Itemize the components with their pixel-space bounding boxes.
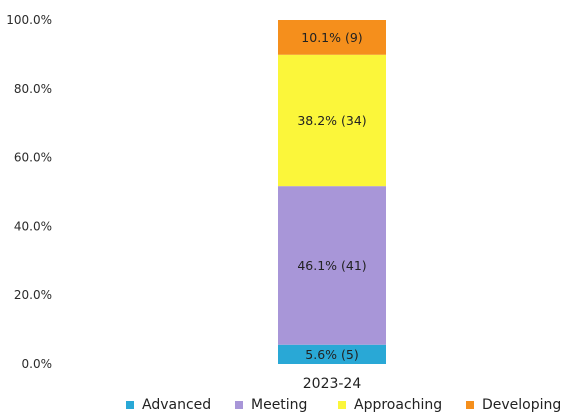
- data-label-approaching: 38.2% (34): [297, 113, 366, 128]
- data-label-meeting: 46.1% (41): [297, 258, 366, 273]
- legend: Advanced Meeting Approaching Developing: [126, 397, 561, 413]
- bar-segment-meeting: [278, 186, 386, 345]
- legend-label-meeting: Meeting: [251, 397, 307, 413]
- legend-swatch-advanced: [126, 401, 134, 409]
- bar-stack: 5.6% (5) 46.1% (41) 38.2% (34) 10.1% (9): [278, 20, 386, 364]
- bar-segment-approaching: [278, 54, 386, 187]
- legend-swatch-developing: [466, 401, 474, 409]
- y-tick-label: 60.0%: [14, 151, 52, 165]
- x-tick-label: 2023-24: [303, 376, 362, 392]
- legend-label-advanced: Advanced: [142, 397, 211, 413]
- legend-label-approaching: Approaching: [354, 397, 442, 413]
- x-axis: 2023-24: [303, 376, 362, 392]
- data-label-advanced: 5.6% (5): [305, 347, 358, 362]
- legend-label-developing: Developing: [482, 397, 561, 413]
- legend-swatch-approaching: [338, 401, 346, 409]
- y-tick-label: 100.0%: [6, 13, 52, 27]
- y-tick-label: 40.0%: [14, 219, 52, 233]
- y-axis: 0.0% 20.0% 40.0% 60.0% 80.0% 100.0%: [6, 13, 52, 371]
- y-tick-label: 80.0%: [14, 82, 52, 96]
- bar-segment-developing: [278, 20, 386, 55]
- bar-segment-advanced: [278, 344, 386, 364]
- legend-swatch-meeting: [235, 401, 243, 409]
- y-tick-label: 20.0%: [14, 288, 52, 302]
- y-tick-label: 0.0%: [22, 357, 53, 371]
- data-label-developing: 10.1% (9): [301, 30, 362, 45]
